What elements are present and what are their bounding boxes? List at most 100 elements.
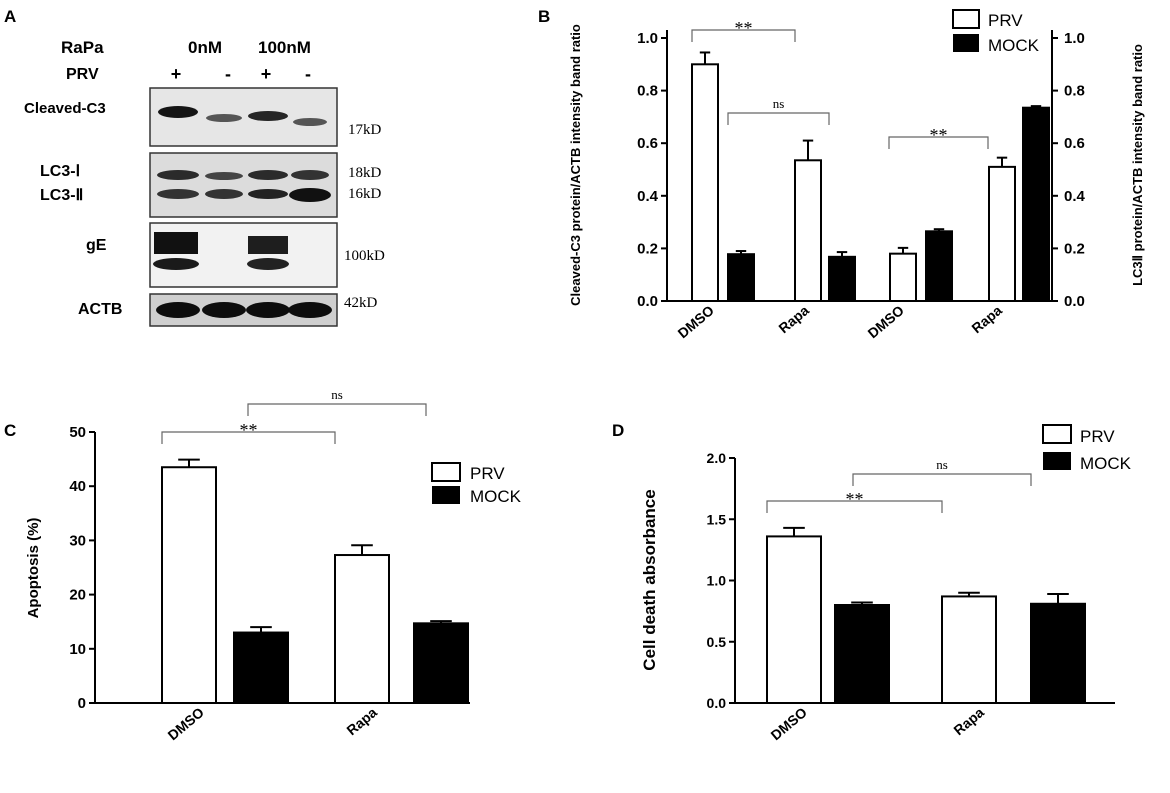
- protein-label-actb: ACTB: [78, 301, 122, 318]
- y-tick-label: 1.0: [637, 30, 658, 47]
- bar-dmso-mock: [834, 604, 890, 704]
- x-tick-label: DMSO: [674, 302, 717, 341]
- y-tick-label: 0.8: [637, 83, 658, 100]
- x-tick-label: Rapa: [950, 704, 987, 738]
- y-ticks-right: 0.0 0.2 0.4 0.6 0.8 1.0: [1052, 30, 1086, 310]
- y-ticks: 0.0 0.5 1.0 1.5 2.0: [707, 450, 735, 711]
- panel-label-c: C: [4, 421, 16, 440]
- y-tick-label: 50: [69, 424, 86, 441]
- y-tick-label: 2.0: [707, 450, 727, 466]
- x-tick-label: Rapa: [775, 302, 812, 336]
- significance-label: **: [930, 125, 948, 145]
- significance-brackets: ** ns: [766, 457, 1032, 513]
- y-tick-label: 0.5: [707, 634, 727, 650]
- y-tick-label: 0.2: [637, 240, 658, 257]
- prv-mark-lane2: -: [225, 64, 231, 84]
- x-tick-labels: DMSO Rapa: [164, 704, 380, 743]
- significance-brackets: ** ns **: [691, 18, 989, 149]
- bar-rapa-prv: [941, 595, 997, 704]
- significance-label: ns: [773, 96, 785, 111]
- bar-dmso-prv: [691, 63, 719, 302]
- y-axis-title: Cell death absorbance: [640, 489, 659, 670]
- legend: PRV MOCK: [1042, 424, 1132, 473]
- bar-dmso-prv: [766, 535, 822, 705]
- size-label-42kd: 42kD: [344, 295, 378, 311]
- y-tick-label: 30: [69, 532, 86, 549]
- bar-rapa-mock: [1022, 106, 1050, 302]
- bar-rapa-mock: [1030, 602, 1086, 705]
- legend-label-prv: PRV: [988, 11, 1023, 30]
- y-tick-label: 20: [69, 587, 86, 604]
- blot-strip-lc3: [149, 152, 338, 218]
- legend-label-mock: MOCK: [470, 487, 522, 506]
- size-label-17kd: 17kD: [348, 122, 382, 138]
- protein-label-ge: gE: [86, 237, 107, 254]
- y-tick-label-right: 0.8: [1064, 83, 1085, 100]
- bar-rapa-prv: [334, 554, 390, 704]
- x-tick-label: Rapa: [968, 302, 1005, 336]
- legend-swatch-mock: [432, 486, 460, 504]
- x-tick-labels: DMSO Rapa DMSO Rapa: [674, 302, 1005, 341]
- size-label-16kd: 16kD: [348, 186, 382, 202]
- bar-rapa-mock: [413, 622, 469, 704]
- bar-dmso-prv: [889, 252, 917, 303]
- y-tick-label-right: 0.4: [1064, 188, 1086, 205]
- bars: [691, 51, 1050, 303]
- significance-bracket: [852, 473, 1032, 486]
- y-axis-title-left: Cleaved-C3 protein/ACTB intensity band r…: [568, 24, 583, 306]
- protein-label-lc3-i: LC3-Ⅰ: [40, 163, 80, 180]
- y-tick-label: 1.0: [707, 573, 727, 589]
- chart-panel-b: Cleaved-C3 protein/ACTB intensity band r…: [568, 9, 1145, 341]
- western-blot-panel: RaPa PRV 0nM 100nM + - + - Cleaved-C3 LC…: [24, 38, 385, 327]
- y-tick-label: 0.4: [637, 188, 659, 205]
- bars: [161, 458, 469, 705]
- size-label-18kd: 18kD: [348, 165, 382, 181]
- panel-label-d: D: [612, 421, 624, 440]
- significance-bracket: [247, 403, 427, 416]
- x-tick-label: DMSO: [864, 302, 907, 341]
- prv-mark-lane3: +: [261, 64, 272, 84]
- y-axis-title-right: LC3Ⅱ protein/ACTB intensity band ratio: [1130, 44, 1145, 286]
- size-label-100kd: 100kD: [344, 248, 385, 264]
- legend-swatch-mock: [953, 34, 979, 52]
- significance-label: ns: [936, 457, 948, 472]
- prv-mark-lane4: -: [305, 64, 311, 84]
- treatment-label: RaPa: [61, 38, 104, 57]
- panel-label-b: B: [538, 7, 550, 26]
- legend-label-mock: MOCK: [988, 36, 1040, 55]
- significance-bracket: [888, 136, 989, 149]
- chart-panel-d: Cell death absorbance 0.0 0.5 1.0 1.5 2.0 DM…: [640, 424, 1132, 743]
- dose-label-100nm: 100nM: [258, 38, 311, 57]
- y-tick-label-right: 0.2: [1064, 240, 1085, 257]
- legend-label-mock: MOCK: [1080, 454, 1132, 473]
- significance-bracket: [161, 431, 336, 444]
- bar-rapa-mock: [828, 255, 856, 303]
- x-tick-labels: DMSO Rapa: [767, 704, 987, 743]
- legend: PRV MOCK: [431, 462, 522, 506]
- blot-strip-ge: [149, 222, 338, 288]
- prv-mark-lane1: +: [171, 64, 182, 84]
- bar-rapa-prv: [794, 159, 822, 302]
- bar-dmso-mock: [233, 631, 289, 704]
- y-tick-label: 0.6: [637, 135, 658, 152]
- legend: PRV MOCK: [952, 9, 1040, 55]
- protein-label-lc3-ii: LC3-Ⅱ: [40, 187, 83, 204]
- y-tick-label: 10: [69, 641, 86, 658]
- significance-label: **: [846, 489, 864, 509]
- blot-strip-cleaved-c3: [149, 87, 338, 147]
- legend-swatch-prv: [431, 462, 461, 482]
- legend-swatch-prv: [1042, 424, 1072, 444]
- legend-label-prv: PRV: [1080, 427, 1115, 446]
- significance-brackets: ** ns: [161, 387, 427, 444]
- significance-bracket: [727, 112, 830, 125]
- blot-strip-actb: [149, 293, 338, 327]
- bar-dmso-prv: [161, 466, 217, 705]
- dose-label-0nm: 0nM: [188, 38, 222, 57]
- y-tick-label-right: 1.0: [1064, 30, 1085, 47]
- y-tick-label: 40: [69, 478, 86, 495]
- bar-rapa-prv: [988, 165, 1016, 302]
- y-tick-label: 0.0: [637, 293, 658, 310]
- y-ticks: 0 10 20 30 40 50: [69, 424, 95, 712]
- panel-label-a: A: [4, 7, 16, 26]
